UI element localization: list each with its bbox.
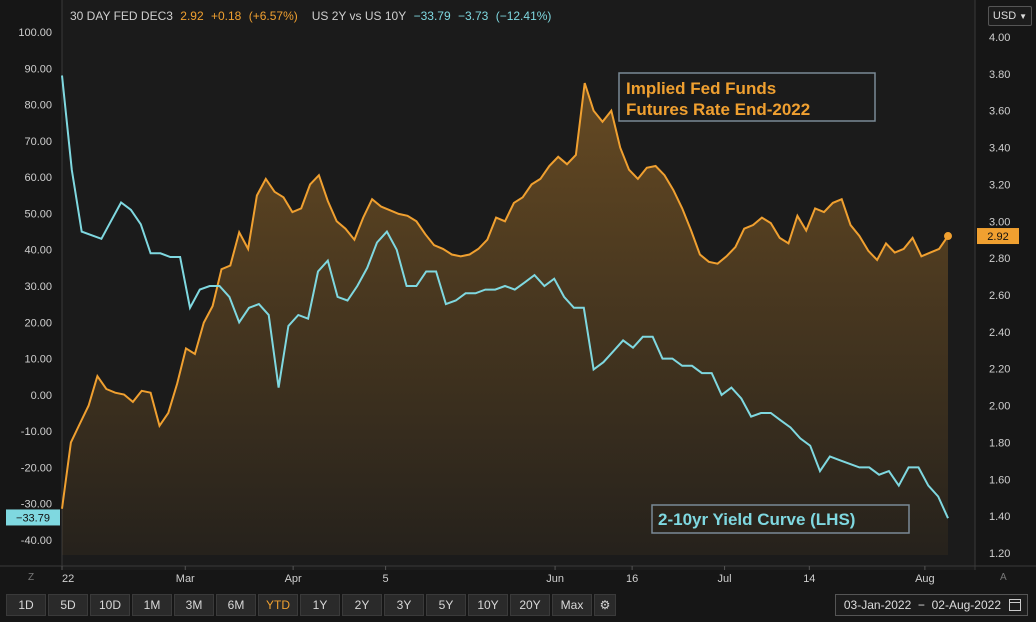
range-button-1m[interactable]: 1M	[132, 594, 172, 616]
currency-dropdown[interactable]: USD ▼	[988, 6, 1032, 26]
left-tick-label: -10.00	[21, 426, 52, 438]
legend-series2-last: −33.79	[413, 9, 451, 23]
left-tick-label: 90.00	[24, 63, 52, 75]
x-tick-label: 14	[803, 573, 815, 585]
date-range-text: 03-Jan-2022 − 02-Aug-2022	[843, 598, 1001, 612]
left-tick-label: -20.00	[21, 462, 52, 474]
curve-series-line[interactable]	[61, 75, 949, 519]
right-tick-label: 2.60	[989, 290, 1010, 302]
x-tick-label: Jul	[718, 573, 732, 585]
range-toolbar: 1D 5D 10D 1M 3M 6M YTD 1Y 2Y 3Y 5Y 10Y 2…	[6, 594, 616, 616]
left-tick-label: -40.00	[21, 535, 52, 547]
left-tick-label: 80.00	[24, 100, 52, 112]
right-tick-label: 1.60	[989, 474, 1010, 486]
x-tick-label: Apr	[285, 573, 302, 585]
curve-annotation-text: 2-10yr Yield Curve (LHS)	[658, 510, 855, 529]
right-tick-label: 2.80	[989, 253, 1010, 265]
legend-series2-name[interactable]: US 2Y vs US 10Y	[311, 9, 407, 23]
right-tick-label: 1.80	[989, 437, 1010, 449]
right-tick-label: 1.20	[989, 548, 1010, 560]
right-tick-label: 2.20	[989, 364, 1010, 376]
range-button-20y[interactable]: 20Y	[510, 594, 550, 616]
series-layer	[61, 75, 952, 555]
x-tick-label: 22	[62, 573, 74, 585]
fed-annotation-text: Implied Fed Funds	[626, 79, 776, 98]
range-button-6m[interactable]: 6M	[216, 594, 256, 616]
range-button-max[interactable]: Max	[552, 594, 592, 616]
left-tick-label: 30.00	[24, 281, 52, 293]
left-tick-label: 10.00	[24, 354, 52, 366]
date-range-picker[interactable]: 03-Jan-2022 − 02-Aug-2022	[834, 594, 1028, 616]
legend-bar: 30 DAY FED DEC3 2.92 +0.18 (+6.57%) US 2…	[70, 9, 555, 23]
legend-series2-change: −3.73	[457, 9, 489, 23]
chevron-down-icon: ▼	[1019, 11, 1028, 21]
range-button-3y[interactable]: 3Y	[384, 594, 424, 616]
left-tick-label: -30.00	[21, 499, 52, 511]
range-button-5d[interactable]: 5D	[48, 594, 88, 616]
left-tick-label: 70.00	[24, 136, 52, 148]
right-tick-label: 2.40	[989, 327, 1010, 339]
range-button-ytd[interactable]: YTD	[258, 594, 298, 616]
curve-last-badge	[6, 509, 60, 526]
fed-last-badge	[977, 228, 1019, 245]
right-tick-label: 1.40	[989, 511, 1010, 523]
fed-last-label: 2.92	[987, 231, 1008, 243]
legend-series1-name[interactable]: 30 DAY FED DEC3	[70, 9, 173, 23]
fed-last-point	[944, 232, 952, 241]
range-button-5y[interactable]: 5Y	[426, 594, 466, 616]
right-tick-label: 3.20	[989, 179, 1010, 191]
fed-annotation-text: Futures Rate End-2022	[626, 100, 810, 119]
x-tick-label: Aug	[915, 573, 935, 585]
right-tick-label: 3.60	[989, 106, 1010, 118]
range-button-1d[interactable]: 1D	[6, 594, 46, 616]
left-tick-label: 40.00	[24, 245, 52, 257]
left-tick-label: 50.00	[24, 208, 52, 220]
gear-icon[interactable]: ⚙	[594, 594, 616, 616]
curve-annotation-box	[651, 504, 910, 534]
left-axis: 100.00 90.00 80.00 70.00 60.00 50.00 40.00 30.0…	[18, 27, 52, 547]
right-tick-label: 3.00	[989, 216, 1010, 228]
legend-series2-pct: (−12.41%)	[495, 9, 552, 23]
fed-series-line[interactable]	[61, 82, 949, 509]
curve-last-label: −33.79	[16, 512, 50, 524]
right-tick-label: 4.00	[989, 32, 1010, 44]
legend-series1-last: 2.92	[180, 9, 204, 23]
range-button-1y[interactable]: 1Y	[300, 594, 340, 616]
range-button-2y[interactable]: 2Y	[342, 594, 382, 616]
right-axis: 4.00 3.80 3.60 3.40 3.20 3.00 2.80 2.60 2.40 2.20…	[989, 32, 1010, 560]
zoom-left-icon[interactable]: Z	[28, 572, 35, 583]
fed-annotation-box	[618, 72, 876, 122]
left-tick-label: 0.00	[31, 390, 52, 402]
fed-area	[62, 83, 948, 555]
annotation-layer: 2.92 −33.79 Implied Fed Funds Futures Rate …	[6, 72, 1019, 534]
right-tick-label: 3.40	[989, 143, 1010, 155]
x-tick-label: 16	[626, 573, 638, 585]
x-axis: 22 Mar Apr 5 Jun 16 Jul 14 Aug	[61, 566, 935, 585]
right-tick-label: 3.80	[989, 69, 1010, 81]
auto-scale-icon[interactable]: A	[1000, 572, 1007, 583]
x-tick-label: Jun	[546, 573, 564, 585]
left-tick-label: 20.00	[24, 317, 52, 329]
x-tick-label: Mar	[176, 573, 195, 585]
right-tick-label: 2.00	[989, 401, 1010, 413]
left-tick-label: 100.00	[18, 27, 52, 39]
left-tick-label: 60.00	[24, 172, 52, 184]
range-button-3m[interactable]: 3M	[174, 594, 214, 616]
x-tick-label: 5	[383, 573, 389, 585]
legend-series1-pct: (+6.57%)	[248, 9, 298, 23]
range-button-10y[interactable]: 10Y	[468, 594, 508, 616]
legend-series1-change: +0.18	[210, 9, 242, 23]
currency-label: USD	[992, 10, 1017, 22]
range-button-10d[interactable]: 10D	[90, 594, 130, 616]
calendar-icon[interactable]	[1009, 599, 1021, 611]
